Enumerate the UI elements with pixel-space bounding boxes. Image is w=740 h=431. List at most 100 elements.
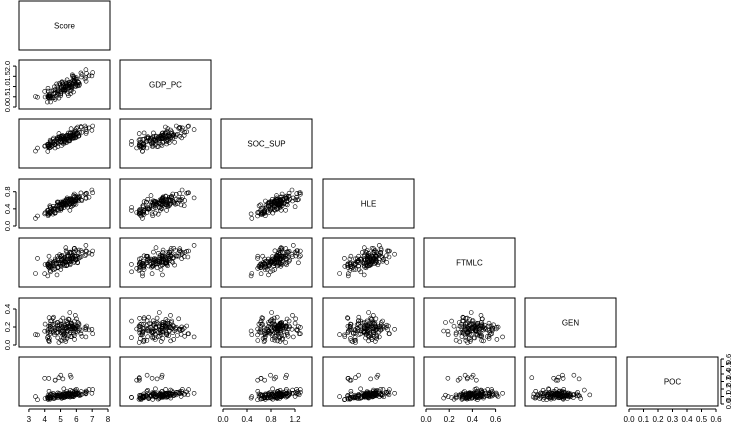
point-gen-vs-hle-109 [363, 320, 369, 325]
point-ftmlc-vs-soc-sup-132 [264, 258, 269, 264]
point-gen-vs-hle-93 [383, 325, 389, 330]
point-poc-vs-score-84 [60, 376, 66, 382]
point-ftmlc-vs-hle-38 [378, 250, 384, 256]
panel-ftmlc-vs-gdp-pc [119, 237, 212, 288]
tick-label-poc-right-1: 0.1 [724, 391, 733, 401]
point-gen-vs-soc-sup-135 [284, 329, 290, 335]
panel-gen-vs-hle [322, 297, 415, 348]
point-ftmlc-vs-soc-sup-114 [272, 248, 278, 254]
point-gen-vs-gdp-pc-73 [181, 325, 187, 331]
point-soc-sup-vs-gdp-pc-132 [141, 141, 146, 146]
point-gdp-pc-vs-score-77 [83, 67, 89, 72]
point-soc-sup-vs-gdp-pc-88 [157, 140, 163, 146]
tick-label-gdp-pc-left-4: 2.0 [3, 61, 12, 71]
point-soc-sup-vs-score-34 [47, 137, 53, 143]
point-poc-vs-gdp-pc-105 [177, 389, 183, 394]
point-hle-vs-gdp-pc-43 [145, 197, 150, 202]
point-hle-vs-gdp-pc-64 [148, 193, 154, 198]
point-gen-vs-score-109 [55, 320, 61, 325]
point-ftmlc-vs-gdp-pc-134 [150, 261, 156, 267]
point-poc-vs-gen-119 [558, 394, 564, 400]
tick-label-gen-left-2: 0.4 [3, 304, 12, 314]
point-ftmlc-vs-soc-sup-101 [278, 245, 284, 250]
point-poc-vs-soc-sup-129 [262, 395, 268, 401]
point-gen-vs-soc-sup-132 [264, 326, 269, 332]
point-ftmlc-vs-score-70 [69, 251, 74, 256]
point-gen-vs-hle-121 [353, 328, 358, 333]
point-ftmlc-vs-soc-sup-1 [248, 273, 254, 279]
point-hle-vs-score-123 [67, 196, 73, 201]
point-hle-vs-score-105 [78, 197, 84, 203]
point-poc-vs-gen-68 [577, 393, 583, 399]
point-gen-vs-soc-sup-49 [272, 337, 278, 343]
point-soc-sup-vs-score-45 [84, 129, 89, 135]
point-gdp-pc-vs-score-136 [65, 83, 70, 88]
point-ftmlc-vs-soc-sup-46 [260, 253, 266, 259]
point-ftmlc-vs-soc-sup-67 [266, 272, 271, 278]
point-ftmlc-vs-gdp-pc-139 [173, 253, 179, 259]
point-gen-vs-ftmlc-118 [494, 337, 500, 342]
point-gen-vs-gdp-pc-114 [168, 325, 173, 331]
tick-label-score-2: 5 [58, 415, 63, 424]
point-ftmlc-vs-gdp-pc-23 [137, 267, 143, 272]
point-hle-vs-soc-sup-108 [292, 204, 298, 209]
point-gen-vs-score-79 [58, 330, 64, 336]
point-poc-vs-hle-109 [363, 392, 369, 398]
point-ftmlc-vs-soc-sup-126 [275, 256, 281, 262]
point-poc-vs-score-38 [86, 387, 92, 392]
point-poc-vs-hle-132 [359, 395, 364, 401]
tick-label-hle-left-2: 0.8 [3, 186, 12, 196]
point-gen-vs-score-10 [55, 335, 61, 341]
point-poc-vs-soc-sup-97 [274, 396, 280, 401]
point-gen-vs-ftmlc-136 [478, 320, 484, 325]
point-poc-vs-hle-89 [356, 372, 361, 378]
point-ftmlc-vs-gdp-pc-120 [169, 258, 174, 264]
point-poc-vs-hle-51 [392, 390, 397, 396]
point-poc-vs-ftmlc-126 [473, 389, 479, 394]
point-soc-sup-vs-score-82 [56, 131, 62, 136]
tick-label-gdp-pc-left-0: 0.0 [3, 102, 12, 112]
point-poc-vs-gdp-pc-122 [145, 391, 150, 396]
point-poc-vs-gen-128 [571, 392, 577, 397]
panel-poc-vs-hle [322, 356, 415, 407]
point-poc-vs-ftmlc-138 [475, 390, 481, 396]
tick-label-poc-right-2: 0.2 [724, 384, 733, 394]
point-gdp-pc-vs-score-139 [73, 76, 79, 82]
point-ftmlc-vs-gdp-pc-56 [159, 257, 165, 262]
point-ftmlc-vs-hle-45 [386, 249, 391, 254]
point-gdp-pc-vs-score-116 [60, 87, 66, 92]
point-gen-vs-ftmlc-110 [457, 323, 463, 329]
point-soc-sup-vs-gdp-pc-139 [173, 132, 179, 138]
panel-gen-vs-ftmlc [423, 297, 516, 348]
point-hle-vs-gdp-pc-132 [141, 204, 146, 210]
point-poc-vs-gdp-pc-26 [153, 386, 158, 392]
point-gdp-pc-vs-score-133 [69, 84, 75, 89]
tick-label-score-3: 6 [74, 415, 79, 424]
point-poc-vs-score-51 [89, 390, 95, 396]
diag-label-hle: HLE [361, 200, 377, 209]
point-gen-vs-gdp-pc-109 [154, 320, 160, 325]
point-hle-vs-soc-sup-127 [260, 211, 266, 217]
point-poc-vs-hle-9 [385, 391, 390, 397]
point-gen-vs-score-135 [68, 329, 73, 335]
point-gen-vs-gdp-pc-122 [145, 328, 150, 334]
point-gen-vs-hle-125 [337, 332, 342, 337]
point-hle-vs-soc-sup-9 [294, 191, 300, 196]
point-ftmlc-vs-hle-139 [374, 253, 379, 259]
point-poc-vs-gdp-pc-58 [163, 387, 168, 392]
point-soc-sup-vs-score-108 [68, 126, 74, 131]
point-poc-vs-ftmlc-134 [463, 391, 469, 396]
point-hle-vs-soc-sup-104 [283, 201, 289, 207]
point-gen-vs-soc-sup-81 [255, 326, 261, 332]
point-hle-vs-score-117 [54, 208, 60, 213]
point-poc-vs-gen-26 [546, 386, 551, 392]
point-poc-vs-gdp-pc-136 [161, 394, 166, 400]
point-gen-vs-gdp-pc-125 [140, 332, 145, 337]
point-hle-vs-soc-sup-134 [276, 202, 282, 208]
point-gen-vs-ftmlc-129 [463, 338, 469, 343]
point-poc-vs-soc-sup-110 [258, 376, 264, 381]
point-gen-vs-ftmlc-97 [460, 314, 466, 320]
point-ftmlc-vs-score-134 [56, 261, 62, 267]
point-gen-vs-ftmlc-74 [468, 337, 474, 342]
point-gen-vs-hle-131 [348, 321, 353, 327]
